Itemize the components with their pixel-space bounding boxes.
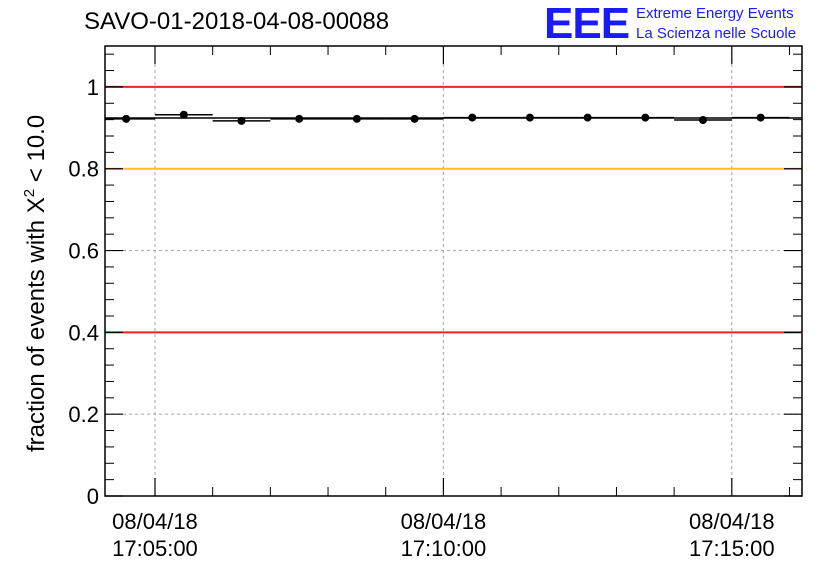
data-point xyxy=(410,114,419,123)
y-tick-label: 0.6 xyxy=(68,239,99,264)
y-axis-title: fraction of events with X2 < 10.0 xyxy=(21,115,50,452)
y-axis-title-suffix: < 10.0 xyxy=(23,115,50,189)
data-point xyxy=(583,113,592,122)
data-point xyxy=(352,114,361,123)
x-tick-label-date: 08/04/18 xyxy=(112,509,198,534)
y-tick-label: 0 xyxy=(87,484,99,509)
chart-title: SAVO-01-2018-04-08-00088 xyxy=(84,8,390,35)
x-tick-label-time: 17:15:00 xyxy=(689,536,775,561)
logo-line-1: Extreme Energy Events xyxy=(636,5,794,22)
data-point xyxy=(698,116,707,125)
data-point xyxy=(237,116,246,125)
x-tick-label-time: 17:05:00 xyxy=(112,536,198,561)
axis-layer: 00.20.40.60.8108/04/1817:05:0008/04/1817… xyxy=(68,45,803,561)
grid-layer xyxy=(105,46,802,496)
y-axis-title-exponent: 2 xyxy=(21,189,38,197)
data-point xyxy=(525,113,534,122)
data-layer xyxy=(105,110,790,125)
x-tick-label-date: 08/04/18 xyxy=(689,509,775,534)
y-tick-label: 0.2 xyxy=(68,402,99,427)
y-axis-title-symbol: X xyxy=(23,197,50,213)
y-axis-title-prefix: fraction of events with xyxy=(23,213,50,452)
x-tick-label-time: 17:10:00 xyxy=(401,536,487,561)
data-point xyxy=(641,113,650,122)
y-tick-label: 0.8 xyxy=(68,157,99,182)
y-tick-label: 1 xyxy=(87,75,99,100)
y-tick-label: 0.4 xyxy=(68,320,99,345)
logo-text: Extreme Energy Events La Scienza nelle S… xyxy=(636,4,796,44)
logo-line-2: La Scienza nelle Scuole xyxy=(636,25,797,42)
data-point xyxy=(756,113,765,122)
plot-frame xyxy=(104,45,803,497)
data-point xyxy=(179,110,188,119)
data-point xyxy=(295,114,304,123)
data-point xyxy=(122,114,131,123)
reference-lines xyxy=(105,85,802,334)
logo-mark: EEE xyxy=(544,0,630,48)
x-tick-label-date: 08/04/18 xyxy=(401,509,487,534)
data-point xyxy=(468,113,477,122)
